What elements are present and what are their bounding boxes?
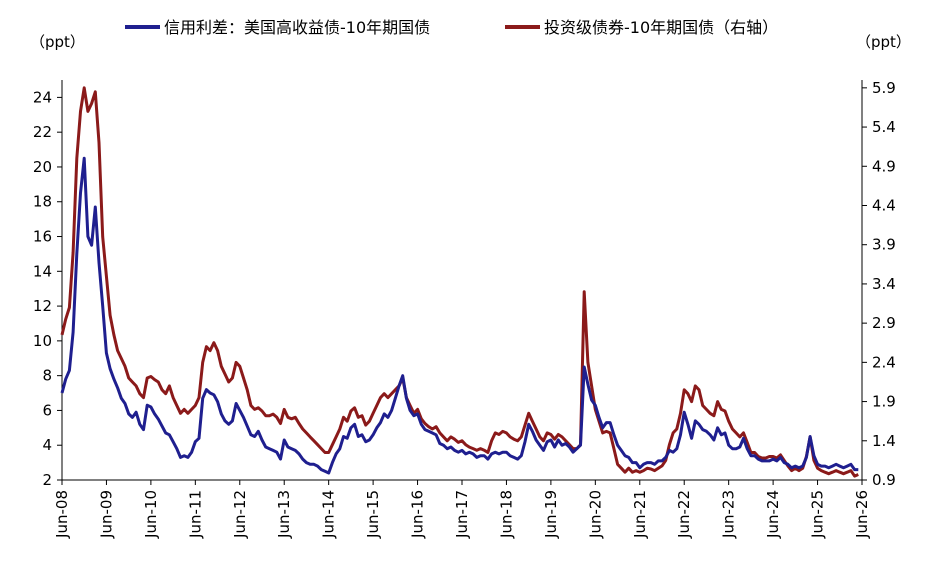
y-left-tick-label: 20	[33, 158, 52, 176]
y-right-tick-label: 1.9	[872, 393, 896, 411]
x-tick-label: Jun-16	[409, 490, 427, 539]
right-axis-unit: （ppt）	[856, 33, 911, 51]
x-ticks: Jun-08 Jun-09 Jun-10 Jun-11 Jun-12 Jun-13 Jun-…	[53, 480, 871, 539]
x-tick-label: Jun-24	[764, 490, 782, 539]
series-line-investment-grade	[60, 86, 859, 478]
y-right-tick-label: 5.4	[872, 118, 896, 136]
legend-label-investment-grade: 投资级债券-10年期国债（右轴）	[544, 18, 778, 37]
y-right-tick-label: 3.4	[872, 275, 896, 293]
x-tick-label: Jun-20	[586, 490, 604, 539]
left-axis-unit: （ppt）	[30, 33, 85, 51]
legend: 信用利差：美国高收益债-10年期国债 投资级债券-10年期国债（右轴）	[125, 18, 778, 37]
x-tick-label: Jun-12	[231, 490, 249, 539]
y-left-tick-label: 24	[33, 88, 52, 106]
x-tick-label: Jun-15	[364, 490, 382, 539]
y-left-tick-label: 4	[42, 436, 52, 454]
x-tick-label: Jun-21	[631, 490, 649, 539]
y-left-tick-label: 2	[42, 471, 52, 489]
x-tick-label: Jun-11	[186, 490, 204, 539]
y-right-tick-label: 3.9	[872, 236, 896, 254]
y-left-tick-label: 6	[42, 401, 52, 419]
x-tick-label: Jun-19	[542, 490, 560, 539]
y-right-tick-label: 0.9	[872, 471, 896, 489]
y-right-tick-label: 5.9	[872, 79, 896, 97]
x-tick-label: Jun-10	[142, 490, 160, 539]
y-left-tick-label: 14	[33, 262, 52, 280]
x-tick-label: Jun-13	[275, 490, 293, 539]
y-right-tick-label: 1.4	[872, 432, 896, 450]
x-tick-label: Jun-25	[809, 490, 827, 539]
x-tick-label: Jun-23	[720, 490, 738, 539]
y-right-tick-label: 4.4	[872, 196, 896, 214]
series-layer	[60, 86, 859, 478]
series-line-high-yield	[60, 156, 859, 475]
y-right-ticks: 0.9 1.4 1.9 2.4 2.9 3.4 3.9 4.4 4.9 5.4 5.9	[862, 79, 896, 489]
y-left-tick-label: 10	[33, 332, 52, 350]
x-tick-label: Jun-09	[97, 490, 115, 539]
y-left-tick-label: 8	[42, 367, 52, 385]
y-left-tick-label: 18	[33, 193, 52, 211]
legend-label-high-yield: 信用利差：美国高收益债-10年期国债	[164, 18, 430, 37]
x-tick-label: Jun-17	[453, 490, 471, 539]
y-right-tick-label: 2.4	[872, 353, 896, 371]
x-tick-label: Jun-08	[53, 490, 71, 539]
x-tick-label: Jun-14	[320, 490, 338, 539]
axes	[61, 80, 863, 481]
x-tick-label: Jun-18	[497, 490, 515, 539]
y-left-tick-label: 16	[33, 228, 52, 246]
x-tick-label: Jun-22	[675, 490, 693, 539]
y-left-tick-label: 12	[33, 297, 52, 315]
y-left-tick-label: 22	[33, 123, 52, 141]
y-right-tick-label: 4.9	[872, 157, 896, 175]
x-tick-label: Jun-26	[853, 490, 871, 539]
y-right-tick-label: 2.9	[872, 314, 896, 332]
